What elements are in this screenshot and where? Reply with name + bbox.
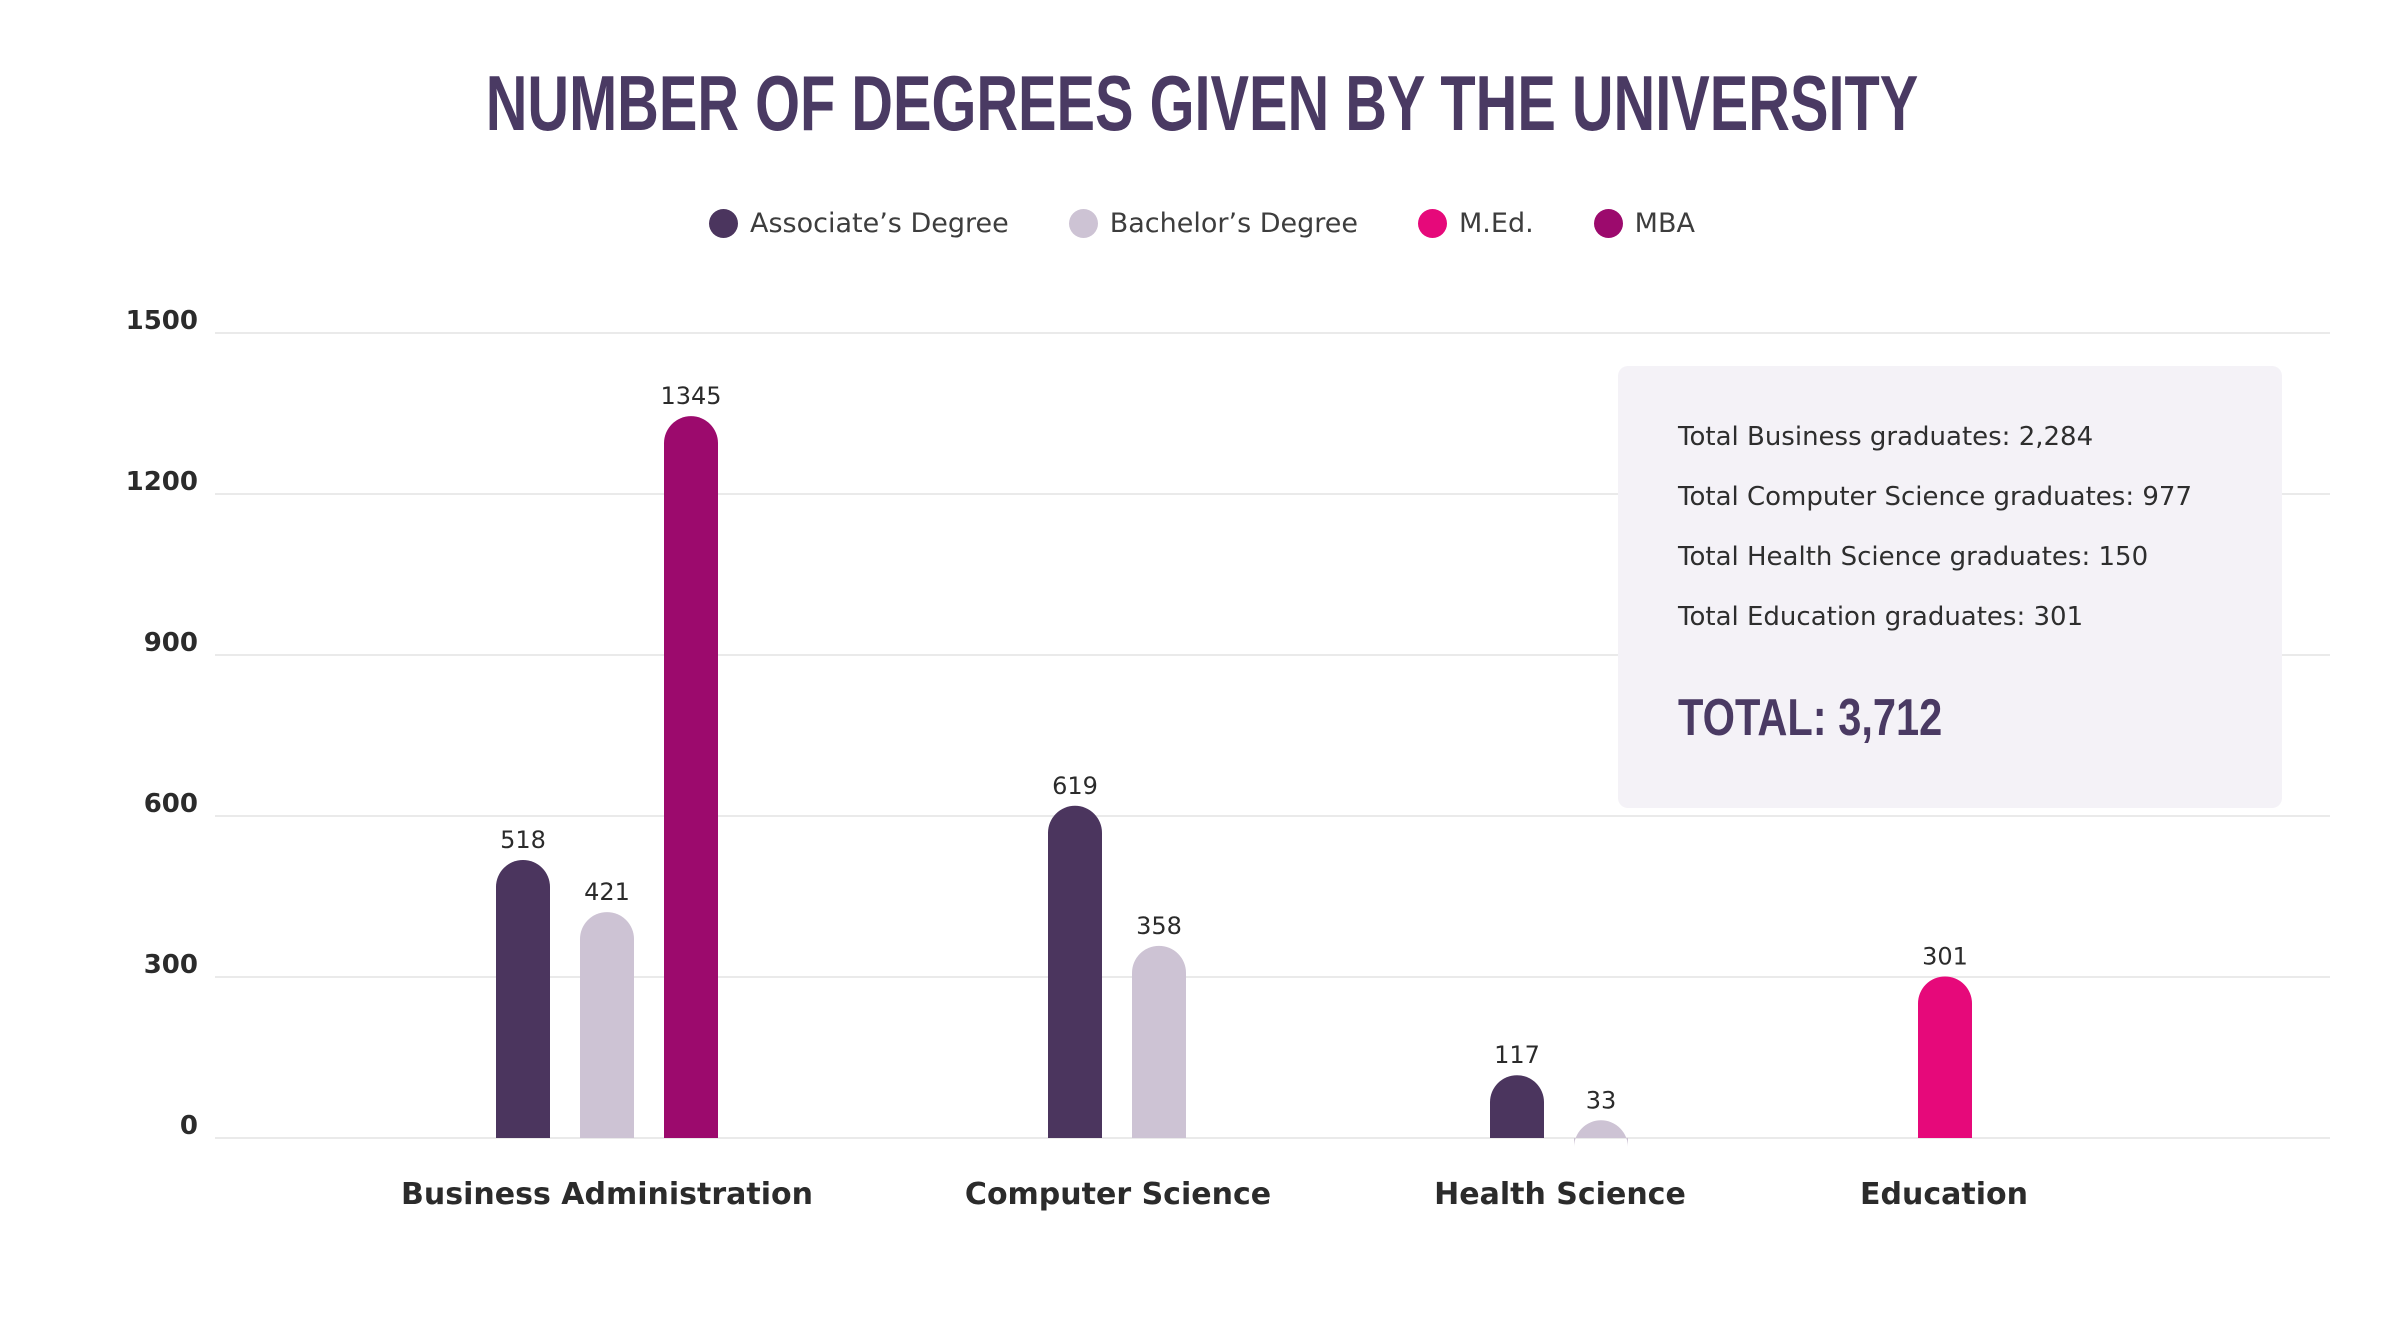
bar-business-administration-0	[496, 860, 550, 1138]
summary-education: Total Education graduates: 301	[1678, 602, 2084, 632]
data-label: 619	[1052, 772, 1098, 800]
data-label: 117	[1494, 1041, 1540, 1069]
bar-education-2	[1918, 976, 1972, 1138]
y-tick-label: 1200	[126, 467, 198, 497]
legend-item-bachelors: Bachelor’s Degree	[1068, 208, 1358, 239]
summary-health-science: Total Health Science graduates: 150	[1678, 542, 2149, 572]
legend: Associate’s Degree Bachelor’s Degree M.E…	[0, 208, 2404, 239]
legend-item-med: M.Ed.	[1418, 208, 1534, 239]
legend-dot-mba	[1593, 209, 1623, 238]
legend-dot-med	[1418, 209, 1447, 238]
bar-layer	[496, 416, 1972, 1148]
bar-business-administration-1	[580, 912, 634, 1138]
legend-dot-associates	[709, 209, 739, 238]
legend-item-associates: Associate’s Degree	[709, 208, 1009, 239]
data-label: 301	[1922, 942, 1968, 970]
bar-computer-science-1	[1132, 945, 1186, 1138]
legend-label-associates: Associate’s Degree	[750, 208, 1009, 239]
y-tick-label: 300	[144, 950, 198, 980]
bar-business-administration-3	[664, 416, 718, 1138]
bar-health-science-0	[1490, 1075, 1544, 1138]
bar-computer-science-0	[1048, 805, 1102, 1138]
data-label: 518	[500, 826, 546, 854]
data-label: 421	[584, 878, 630, 906]
legend-label-bachelors: Bachelor’s Degree	[1109, 208, 1358, 239]
data-label: 33	[1586, 1086, 1617, 1114]
legend-dot-bachelors	[1068, 209, 1098, 238]
summary-computer-science: Total Computer Science graduates: 977	[1678, 482, 2192, 512]
grid-layer	[215, 332, 2330, 1139]
summary-business: Total Business graduates: 2,284	[1678, 422, 2094, 452]
legend-label-mba: MBA	[1634, 208, 1695, 239]
label-layer: 0 300 600 900 1200 1500 518 421 1345 Business Adm…	[126, 306, 2028, 1212]
x-tick-label: Business Administration	[401, 1177, 813, 1212]
legend-label-med: M.Ed.	[1459, 208, 1534, 239]
chart-title: NUMBER OF DEGREES GIVEN BY THE UNIVERSIT…	[485, 59, 1919, 147]
y-tick-label: 0	[180, 1111, 198, 1141]
summary-box: Total Business graduates: 2,284 Total Co…	[1618, 366, 2282, 808]
x-tick-label: Education	[1860, 1177, 2028, 1212]
x-tick-label: Health Science	[1434, 1177, 1686, 1212]
y-tick-label: 900	[144, 628, 198, 658]
x-tick-label: Computer Science	[965, 1177, 1271, 1212]
bar-health-science-1	[1574, 1120, 1628, 1148]
y-tick-label: 600	[144, 789, 198, 819]
data-label: 1345	[660, 382, 721, 410]
data-label: 358	[1136, 912, 1182, 940]
summary-total: TOTAL: 3,712	[1678, 689, 1943, 747]
y-tick-label: 1500	[126, 306, 198, 336]
legend-item-mba: MBA	[1593, 208, 1695, 239]
